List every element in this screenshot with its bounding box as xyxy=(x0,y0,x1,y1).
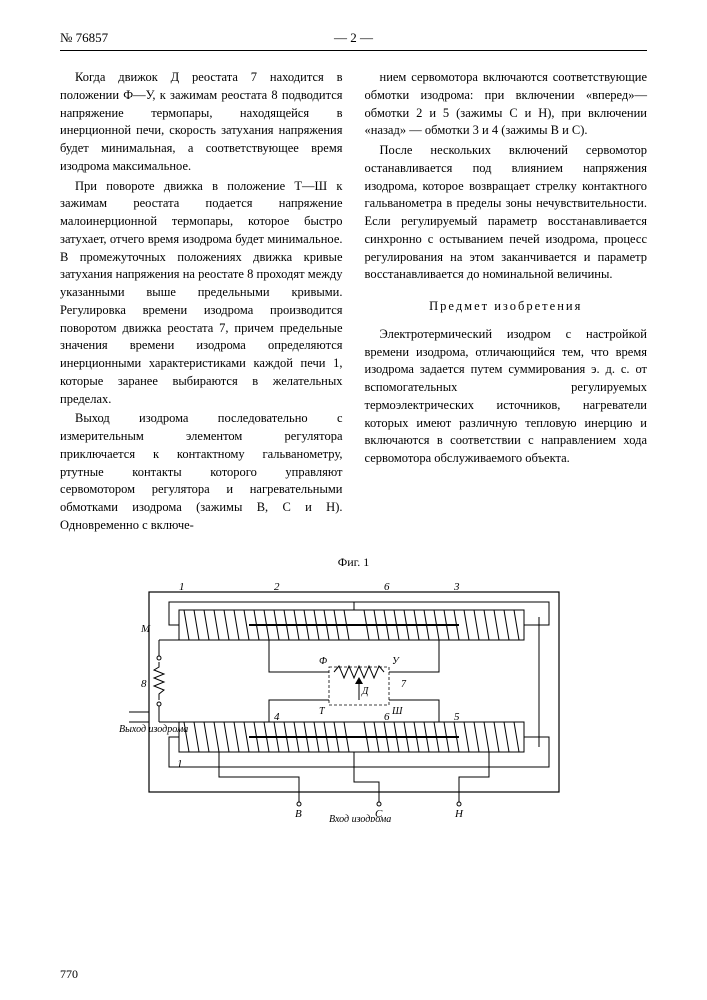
header-line: № 76857 — 2 — № 76857 xyxy=(60,30,647,46)
page-number: — 2 — xyxy=(334,30,373,46)
label-Sh: Ш xyxy=(391,706,403,717)
text-columns: Когда движок Д реостата 7 находится в по… xyxy=(60,69,647,537)
label-7: 7 xyxy=(401,679,407,690)
para: нием сервомотора включаются соответствую… xyxy=(365,69,648,140)
label-B: В xyxy=(295,808,302,820)
right-column: нием сервомотора включаются соответствую… xyxy=(365,69,648,537)
label-output: Выход изодрома xyxy=(119,724,188,735)
para: Когда движок Д реостата 7 находится в по… xyxy=(60,69,343,176)
figure-label: Фиг. 1 xyxy=(60,555,647,570)
label-6b: 6 xyxy=(384,711,390,723)
label-8: 8 xyxy=(141,678,147,690)
label-Phi: Ф xyxy=(319,656,327,667)
label-M: М xyxy=(140,623,151,635)
para: При повороте движка в положение Т—Ш к за… xyxy=(60,178,343,409)
label-6: 6 xyxy=(384,581,390,593)
page: № 76857 — 2 — № 76857 Когда движок Д рео… xyxy=(0,0,707,1000)
left-column: Когда движок Д реостата 7 находится в по… xyxy=(60,69,343,537)
label-T: Т xyxy=(319,706,326,717)
label-D: Д xyxy=(361,686,369,697)
figure-svg: М 8 1 2 6 3 Ф У Д Т Ш 7 1 4 5 6 В С Н Вы… xyxy=(119,572,589,822)
subject-heading: Предмет изобретения xyxy=(365,298,648,316)
label-1: 1 xyxy=(177,758,183,770)
label-1-top: 1 xyxy=(179,581,185,593)
figure: Фиг. 1 xyxy=(60,555,647,827)
label-U: У xyxy=(392,656,400,667)
label-H: Н xyxy=(454,808,464,820)
doc-number: № 76857 xyxy=(60,30,108,46)
para: Выход изодрома последовательно с измерит… xyxy=(60,410,343,534)
label-input: Вход изодрома xyxy=(329,814,391,822)
para: Электротермический изодром с настройкой … xyxy=(365,326,648,468)
footer-number: 770 xyxy=(60,967,78,982)
label-2: 2 xyxy=(274,581,280,593)
header-rule xyxy=(60,50,647,51)
label-4: 4 xyxy=(274,711,280,723)
label-3: 3 xyxy=(453,581,460,593)
para: После нескольких включений сервомотор ос… xyxy=(365,142,648,284)
label-5: 5 xyxy=(454,711,460,723)
